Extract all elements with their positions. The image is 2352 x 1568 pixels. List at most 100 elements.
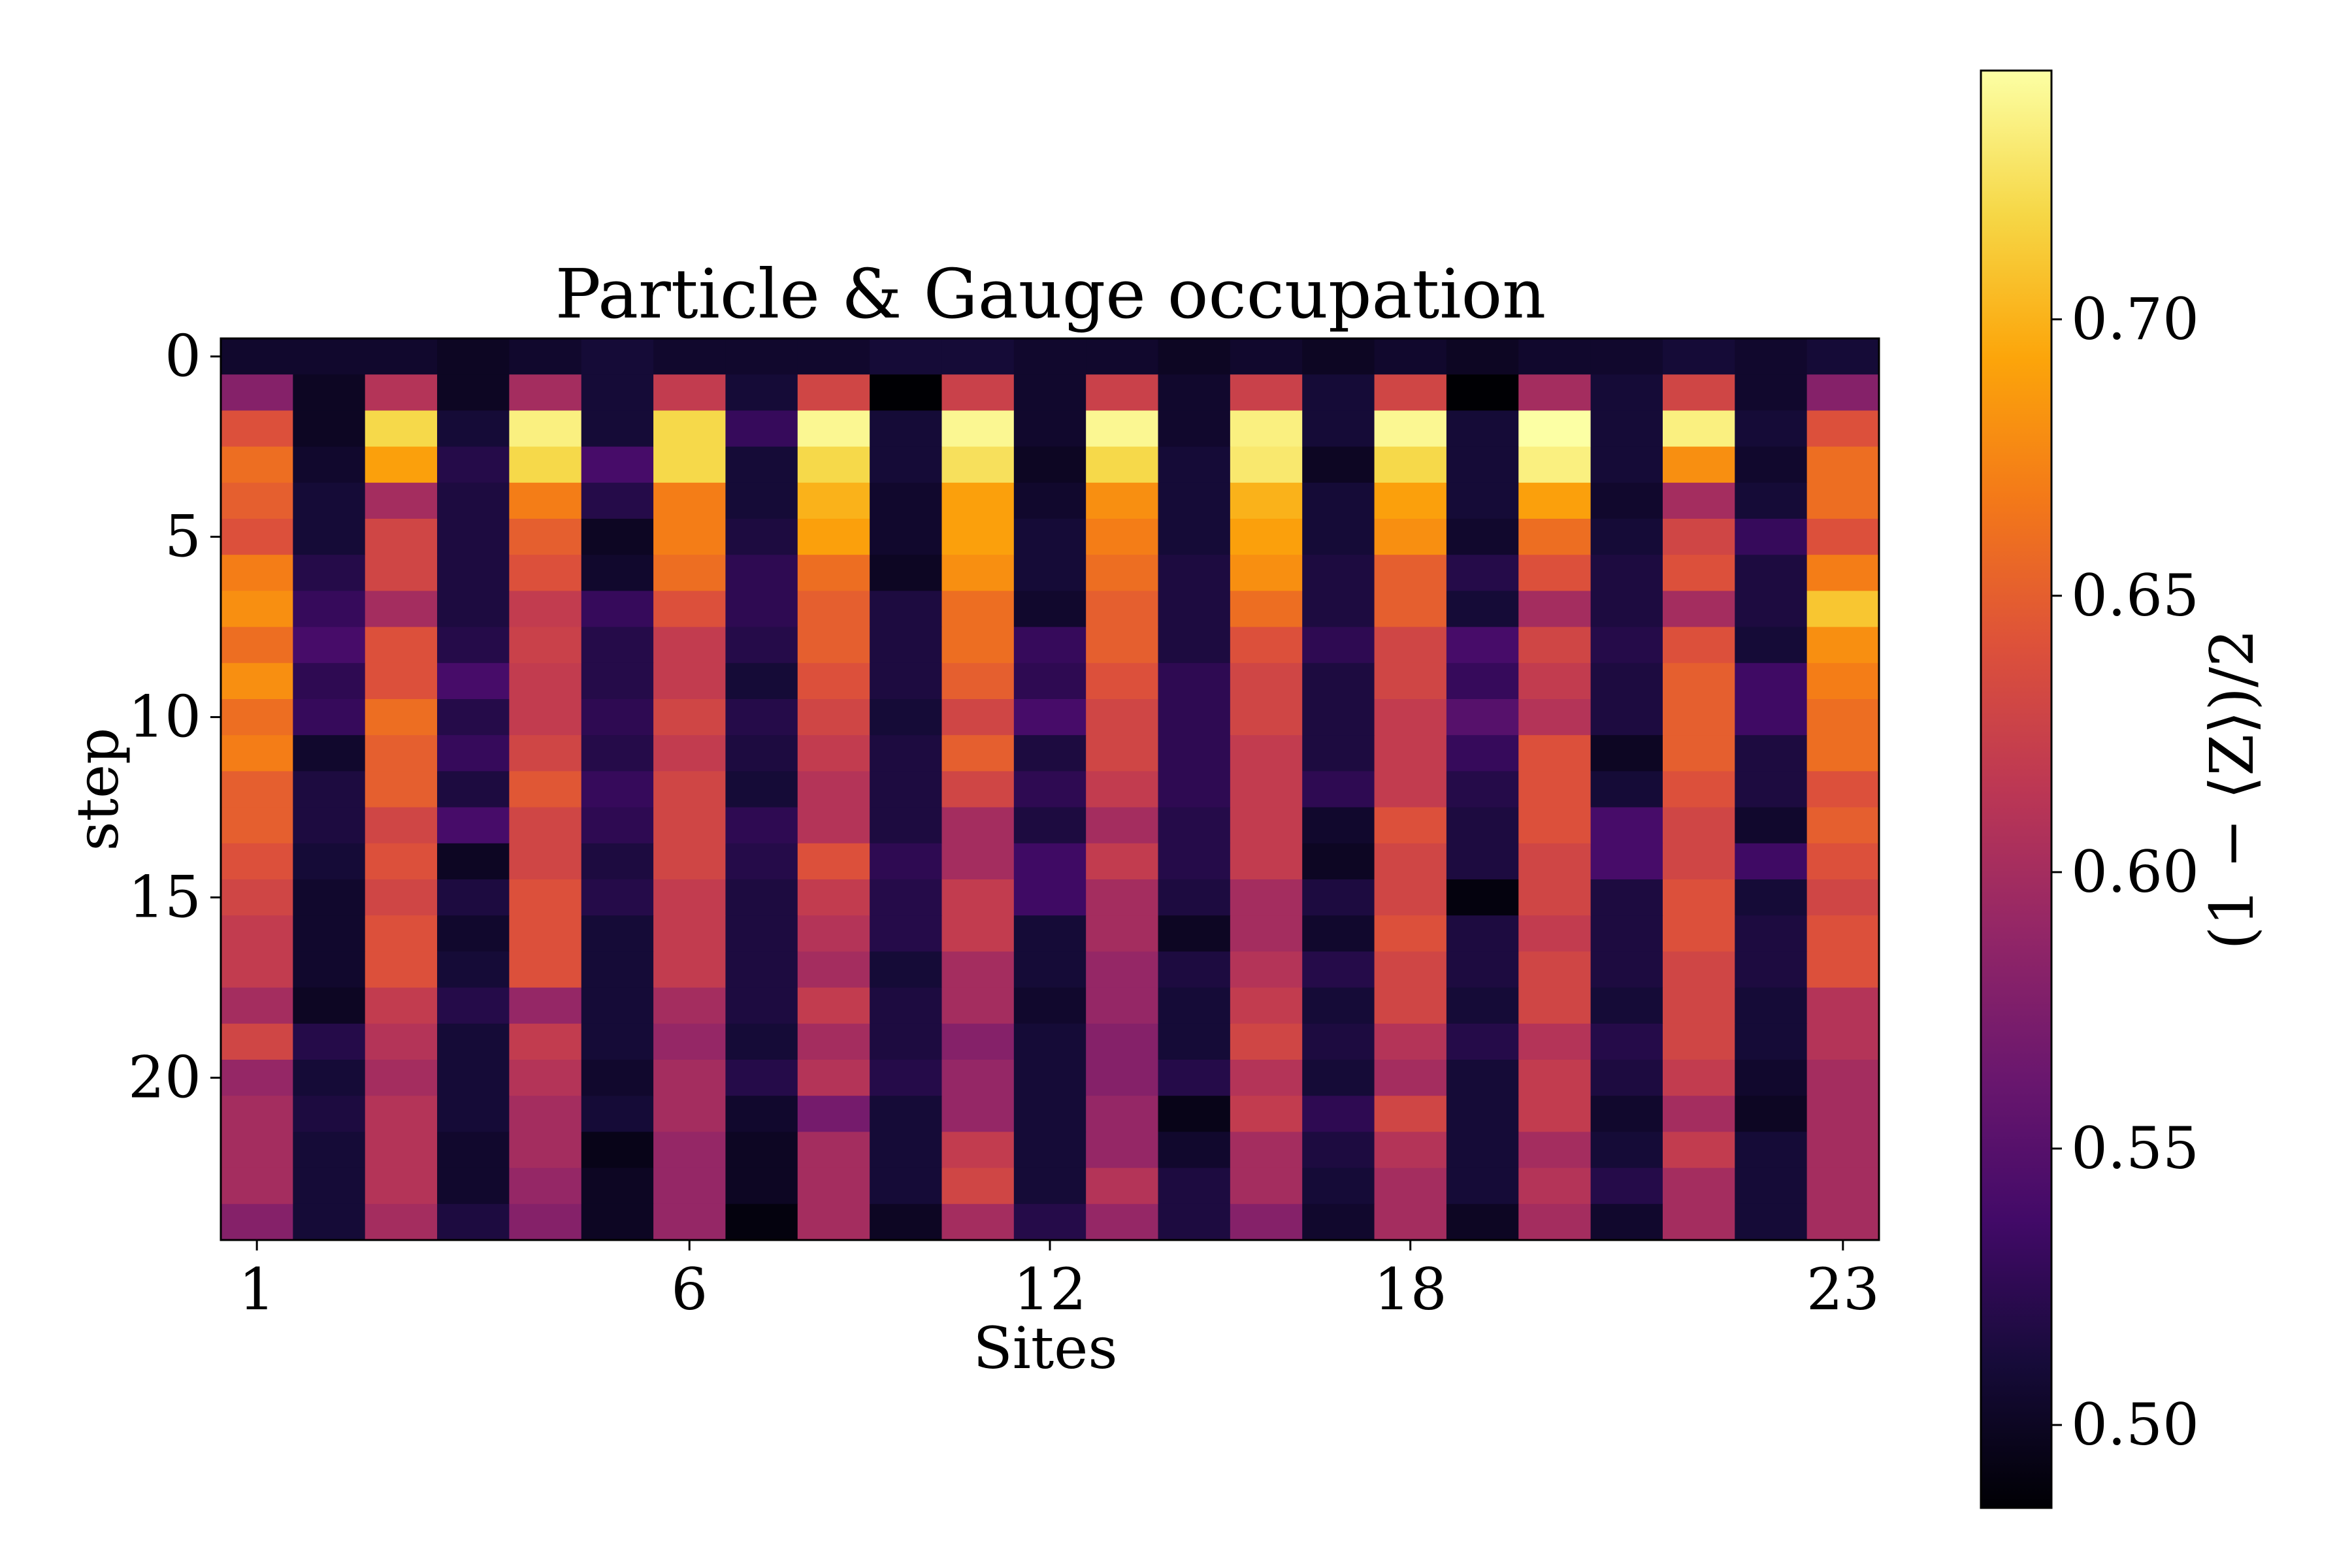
heatmap-cell (870, 374, 943, 411)
heatmap-cell (1806, 1203, 1880, 1241)
heatmap-cell (1086, 1168, 1159, 1205)
heatmap-cell (1446, 1203, 1519, 1241)
heatmap-cell (221, 410, 293, 448)
heatmap-cell (581, 338, 654, 375)
heatmap-cell (725, 482, 798, 519)
heatmap-cell (725, 1168, 798, 1205)
heatmap-cell (1302, 338, 1375, 375)
heatmap-cell (1735, 735, 1808, 772)
heatmap-cell (1518, 735, 1592, 772)
heatmap-cell (509, 771, 582, 808)
heatmap-cell (365, 662, 438, 700)
heatmap-cell (1518, 807, 1592, 844)
heatmap-cell (1302, 410, 1375, 448)
heatmap-cell (1590, 1132, 1663, 1169)
heatmap-cell (1374, 807, 1447, 844)
heatmap-cell (1662, 446, 1735, 483)
heatmap-cell (870, 627, 943, 664)
heatmap-cell (1230, 627, 1303, 664)
heatmap-cell (437, 446, 510, 483)
heatmap-cell (1735, 374, 1808, 411)
heatmap-cell (1158, 555, 1231, 591)
heatmap-cell (1086, 1023, 1159, 1060)
heatmap-cell (1374, 482, 1447, 519)
heatmap-cell (653, 338, 727, 375)
heatmap-cell (1446, 843, 1519, 880)
heatmap-cell (1230, 555, 1303, 591)
heatmap-cell (1086, 987, 1159, 1024)
heatmap-cell (437, 555, 510, 591)
heatmap-cell (1662, 1203, 1735, 1241)
heatmap-cell (365, 951, 438, 988)
heatmap-cell (1518, 374, 1592, 411)
heatmap-cell (1518, 591, 1592, 628)
heatmap-cell (1446, 699, 1519, 736)
heatmap-cell (1446, 1060, 1519, 1096)
heatmap-cell (1302, 1023, 1375, 1060)
heatmap-cell (797, 627, 870, 664)
heatmap-cell (365, 374, 438, 411)
heatmap-cell (797, 662, 870, 700)
heatmap-cell (437, 951, 510, 988)
heatmap-cell (509, 807, 582, 844)
heatmap-cell (1302, 519, 1375, 555)
heatmap-cell (581, 1168, 654, 1205)
heatmap-cell (1590, 1096, 1663, 1132)
heatmap-cell (653, 735, 727, 772)
heatmap-cell (1735, 915, 1808, 952)
heatmap-cell (509, 879, 582, 916)
heatmap-cell (1662, 699, 1735, 736)
colorbar-tick-label: 0.50 (2071, 1391, 2199, 1458)
heatmap-cell (797, 519, 870, 555)
heatmap-cell (581, 662, 654, 700)
heatmap-cell (941, 555, 1015, 591)
heatmap-cell (1662, 627, 1735, 664)
heatmap-cell (1518, 1023, 1592, 1060)
heatmap-cell (1590, 662, 1663, 700)
heatmap-cell (1590, 591, 1663, 628)
heatmap-cell (1518, 987, 1592, 1024)
heatmap-cell (1518, 951, 1592, 988)
heatmap-cell (1735, 951, 1808, 988)
y-tick-label: 5 (165, 503, 201, 570)
heatmap-cell (1158, 410, 1231, 448)
heatmap-cell (365, 482, 438, 519)
heatmap-cell (1446, 879, 1519, 916)
heatmap-cell (1302, 735, 1375, 772)
heatmap-cell (725, 735, 798, 772)
heatmap-cell (1230, 662, 1303, 700)
heatmap-cell (509, 482, 582, 519)
heatmap-cell (1662, 374, 1735, 411)
heatmap-cell (293, 1060, 366, 1096)
heatmap-cell (797, 338, 870, 375)
heatmap-cell (293, 1023, 366, 1060)
heatmap-cell (941, 1096, 1015, 1132)
heatmap-cell (797, 951, 870, 988)
heatmap-cell (365, 843, 438, 880)
heatmap-cell (797, 1132, 870, 1169)
heatmap-cell (1735, 1168, 1808, 1205)
heatmap-cell (437, 338, 510, 375)
heatmap-cell (1013, 519, 1086, 555)
heatmap-cell (653, 1096, 727, 1132)
heatmap-cell (581, 627, 654, 664)
heatmap-cell (725, 374, 798, 411)
heatmap-cell (941, 843, 1015, 880)
heatmap-cell (870, 879, 943, 916)
heatmap-cell (870, 1060, 943, 1096)
heatmap-cell (437, 771, 510, 808)
heatmap-cell (1230, 771, 1303, 808)
heatmap-cell (437, 735, 510, 772)
heatmap-cell (1013, 843, 1086, 880)
heatmap-cell (1230, 843, 1303, 880)
heatmap-cell (1013, 374, 1086, 411)
heatmap-cell (365, 987, 438, 1024)
heatmap-cell (1230, 591, 1303, 628)
heatmap-cell (1446, 1168, 1519, 1205)
heatmap-cell (870, 735, 943, 772)
heatmap-cell (1158, 519, 1231, 555)
heatmap-cell (221, 374, 293, 411)
heatmap-cell (1230, 338, 1303, 375)
heatmap-cell (1086, 879, 1159, 916)
heatmap-cell (437, 1132, 510, 1169)
